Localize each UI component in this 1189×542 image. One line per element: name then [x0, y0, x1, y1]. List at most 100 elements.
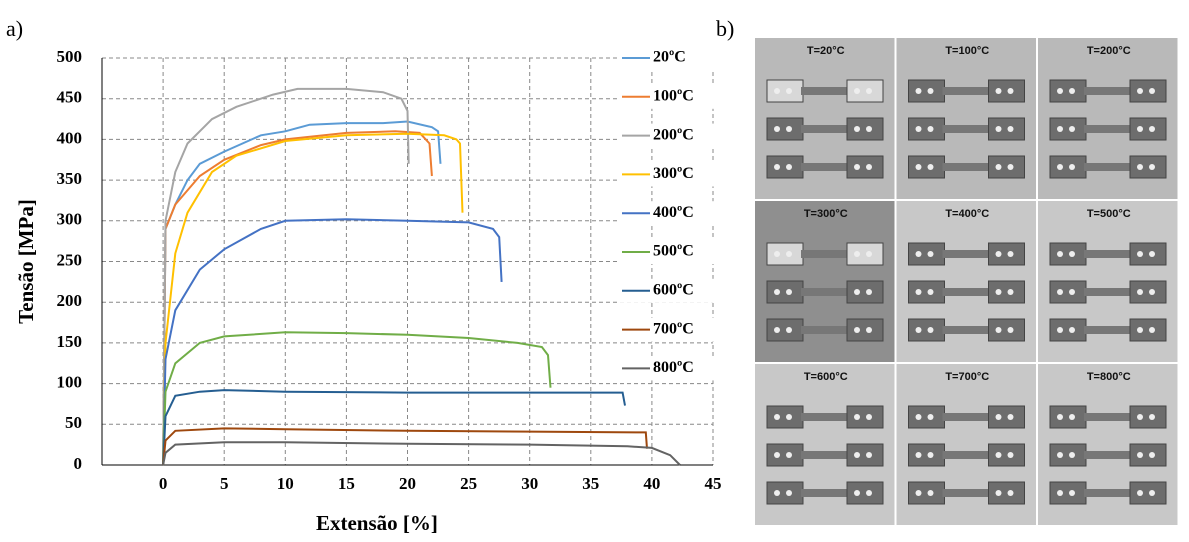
specimen-hole	[786, 126, 792, 132]
specimen-hole	[1149, 452, 1155, 458]
specimen-hole	[1149, 289, 1155, 295]
specimen	[942, 125, 991, 133]
specimen-hole	[854, 289, 860, 295]
legend-label: 400ºC	[653, 204, 694, 221]
specimen	[1084, 288, 1132, 296]
x-tick-label: 0	[159, 474, 168, 493]
specimen	[942, 489, 991, 497]
specimen	[908, 280, 945, 304]
photo-label: T=800°C	[1087, 371, 1131, 383]
specimen	[766, 318, 804, 342]
specimen-hole	[786, 414, 792, 420]
specimen-hole	[915, 126, 922, 132]
specimen	[908, 481, 945, 505]
specimen-hole	[866, 414, 872, 420]
y-tick-label: 250	[57, 250, 83, 269]
specimen	[801, 489, 849, 497]
specimen-hole	[1057, 126, 1063, 132]
specimen-hole	[915, 490, 922, 496]
specimen-hole	[1069, 452, 1075, 458]
specimen-hole	[1137, 126, 1143, 132]
specimen-hole	[854, 164, 860, 170]
specimen-hole	[854, 452, 860, 458]
specimen-hole	[1069, 327, 1075, 333]
specimen-hole	[995, 88, 1002, 94]
specimen-hole	[915, 88, 922, 94]
specimen	[1084, 87, 1132, 95]
specimen-hole	[1057, 164, 1063, 170]
specimen	[908, 117, 945, 141]
specimen-hole	[774, 126, 780, 132]
specimen-hole	[786, 490, 792, 496]
specimen-hole	[1069, 164, 1075, 170]
specimen	[1049, 280, 1087, 304]
specimen-hole	[1007, 164, 1014, 170]
photo: T=200°C	[1038, 38, 1178, 199]
photo: T=400°C	[896, 201, 1036, 362]
specimen	[846, 280, 884, 304]
specimen-hole	[866, 164, 872, 170]
specimen	[942, 250, 991, 258]
specimen	[942, 288, 991, 296]
specimen	[942, 87, 991, 95]
specimen-hole	[1137, 289, 1143, 295]
specimen	[766, 79, 804, 103]
specimen	[846, 155, 884, 179]
specimen	[1084, 326, 1132, 334]
legend-label: 700ºC	[653, 320, 694, 337]
specimen-hole	[1149, 251, 1155, 257]
photo-label: T=400°C	[945, 208, 989, 220]
specimen-hole	[1149, 327, 1155, 333]
specimen	[988, 405, 1025, 429]
photo-label: T=700°C	[945, 371, 989, 383]
x-tick-label: 5	[220, 474, 229, 493]
specimen-hole	[1137, 88, 1143, 94]
specimen-hole	[774, 490, 780, 496]
specimen	[1049, 405, 1087, 429]
specimen	[801, 250, 849, 258]
specimen	[766, 280, 804, 304]
x-tick-label: 35	[582, 474, 599, 493]
specimen-hole	[927, 164, 934, 170]
specimen	[1049, 242, 1087, 266]
legend-label: 100ºC	[653, 87, 694, 104]
specimen	[801, 163, 849, 171]
specimen-hole	[915, 414, 922, 420]
specimen-hole	[915, 164, 922, 170]
specimen-hole	[927, 251, 934, 257]
legend-label: 20ºC	[653, 49, 686, 66]
specimen	[942, 413, 991, 421]
specimen-hole	[1007, 414, 1014, 420]
specimen-hole	[866, 251, 872, 257]
specimen-hole	[1149, 126, 1155, 132]
specimen	[1084, 451, 1132, 459]
specimen-hole	[854, 126, 860, 132]
x-tick-label: 25	[460, 474, 477, 493]
y-tick-label: 300	[57, 210, 83, 229]
specimen	[1049, 318, 1087, 342]
legend-label: 200ºC	[653, 126, 694, 143]
specimen-hole	[1007, 327, 1014, 333]
data-line	[162, 218, 503, 466]
specimen	[1129, 242, 1167, 266]
specimen-hole	[995, 327, 1002, 333]
specimen-hole	[927, 414, 934, 420]
data-line	[162, 389, 626, 466]
specimen-hole	[915, 251, 922, 257]
specimen-hole	[854, 251, 860, 257]
specimen-hole	[1069, 289, 1075, 295]
specimen-hole	[1149, 88, 1155, 94]
specimen	[846, 318, 884, 342]
specimen-hole	[1007, 126, 1014, 132]
x-tick-label: 10	[277, 474, 294, 493]
specimen-hole	[774, 289, 780, 295]
specimen-hole	[774, 164, 780, 170]
panel-label: b)	[716, 16, 734, 41]
specimen	[988, 79, 1025, 103]
specimen-hole	[995, 126, 1002, 132]
specimen	[988, 318, 1025, 342]
legend-label: 500ºC	[653, 243, 694, 260]
specimen-hole	[1069, 490, 1075, 496]
photo-label: T=100°C	[945, 45, 989, 57]
y-tick-label: 400	[57, 128, 83, 147]
